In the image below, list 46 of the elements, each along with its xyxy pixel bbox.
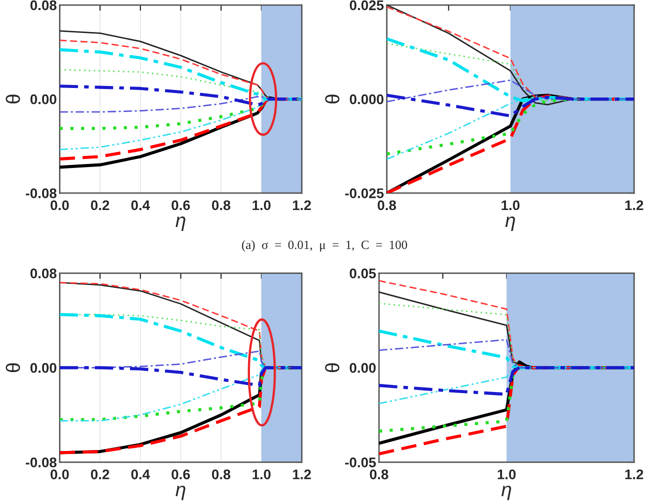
y-tick-label: 0.025 <box>350 0 384 10</box>
x-tick-label: 1.2 <box>625 200 644 210</box>
line-series <box>60 366 302 387</box>
y-axis-title: θ <box>325 94 340 104</box>
y-tick-label: -0.05 <box>345 458 376 468</box>
x-tick-label: 1.2 <box>293 200 311 210</box>
x-tick-label: 1.0 <box>502 200 520 210</box>
y-tick-label: -0.08 <box>26 458 57 468</box>
line-series <box>60 96 302 113</box>
y-tick-label: 0.08 <box>30 0 57 10</box>
x-tick-label: 0.8 <box>370 469 388 480</box>
x-axis-title: η <box>501 486 512 500</box>
x-axis-title: η <box>505 216 515 232</box>
x-tick-label: 1.0 <box>498 469 516 480</box>
x-tick-label: 1.0 <box>252 200 271 210</box>
x-tick-label: 0.2 <box>90 200 110 210</box>
y-axis-title: θ <box>6 363 20 372</box>
line-series <box>379 366 634 396</box>
y-tick-label: -0.08 <box>26 188 57 198</box>
text: (a) σ = 0.01, μ = 1, C = 100 <box>242 240 408 252</box>
x-tick-label: 1.0 <box>252 469 271 480</box>
x-tick-label: 1.2 <box>625 469 644 480</box>
y-axis-title: θ <box>325 363 340 372</box>
line-series <box>386 94 634 118</box>
y-tick-label: 0.000 <box>350 94 384 104</box>
x-axis-title: η <box>176 486 186 500</box>
y-tick-label: 0.05 <box>350 268 376 278</box>
x-tick-label: 0.6 <box>172 469 190 480</box>
y-tick-label: 0.00 <box>30 363 56 373</box>
line-series <box>60 48 302 101</box>
x-tick-label: 0.0 <box>50 469 69 480</box>
x-tick-label: 0.2 <box>90 469 110 480</box>
y-tick-label: 0.00 <box>350 363 376 373</box>
x-tick-label: 0.8 <box>212 200 230 210</box>
x-axis-title: η <box>176 216 186 232</box>
y-tick-label: 0.00 <box>30 94 56 104</box>
x-tick-label: 1.2 <box>293 469 311 480</box>
x-tick-label: 0.4 <box>131 469 150 480</box>
y-tick-label: -0.025 <box>345 188 384 198</box>
y-tick-label: 0.08 <box>30 268 57 278</box>
x-tick-label: 0.4 <box>131 200 150 210</box>
x-tick-label: 0.0 <box>50 200 69 210</box>
y-axis-title: θ <box>6 94 20 104</box>
x-tick-label: 0.6 <box>172 200 190 210</box>
x-tick-label: 0.8 <box>212 469 230 480</box>
x-tick-label: 0.8 <box>378 200 396 210</box>
